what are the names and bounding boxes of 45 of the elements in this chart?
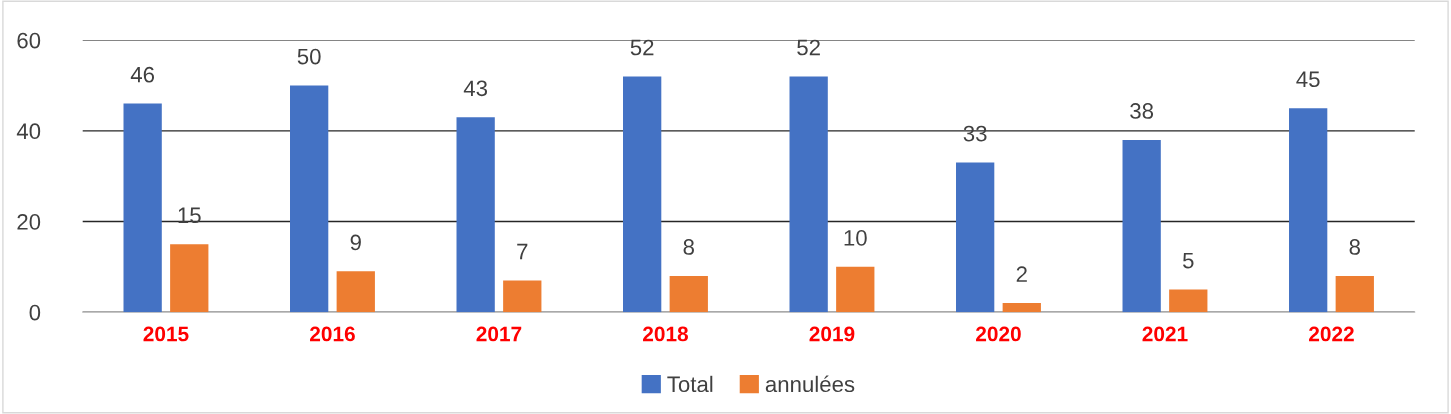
x-tick-label: 2019 bbox=[809, 326, 855, 342]
data-label: 7 bbox=[517, 243, 528, 260]
bar bbox=[836, 266, 875, 313]
x-tick-label: 2015 bbox=[143, 326, 189, 342]
legend-label: annulées bbox=[765, 375, 855, 393]
bar bbox=[1169, 289, 1208, 313]
y-tick-label: 60 bbox=[17, 32, 41, 49]
bar bbox=[123, 103, 162, 313]
data-label: 38 bbox=[1130, 103, 1154, 119]
bar bbox=[503, 280, 542, 313]
bar bbox=[456, 117, 495, 313]
data-label: 8 bbox=[1349, 239, 1360, 255]
y-tick-label: 0 bbox=[29, 304, 41, 321]
data-label: 15 bbox=[178, 207, 201, 224]
data-label: 52 bbox=[630, 39, 654, 56]
bar bbox=[956, 162, 995, 313]
bar bbox=[669, 275, 708, 313]
y-tick-label: 20 bbox=[17, 214, 41, 230]
data-label: 45 bbox=[1296, 71, 1320, 88]
data-label: 46 bbox=[130, 66, 155, 83]
x-tick-label: 2018 bbox=[643, 326, 688, 342]
y-tick-label: 40 bbox=[16, 123, 41, 140]
bar bbox=[1289, 108, 1328, 313]
data-label: 50 bbox=[297, 48, 321, 65]
data-label: 10 bbox=[844, 230, 867, 246]
bar bbox=[1122, 139, 1161, 313]
data-label: 9 bbox=[350, 234, 361, 251]
bar bbox=[789, 76, 828, 313]
x-tick-label: 2020 bbox=[976, 326, 1021, 342]
data-label: 5 bbox=[1182, 252, 1194, 269]
data-label: 43 bbox=[463, 80, 488, 97]
x-tick-label: 2017 bbox=[476, 326, 522, 342]
x-tick-label: 2016 bbox=[310, 326, 355, 342]
data-label: 52 bbox=[797, 39, 820, 56]
bar bbox=[170, 244, 209, 313]
bar bbox=[1335, 275, 1374, 313]
bar bbox=[623, 76, 662, 313]
bar bbox=[1002, 303, 1041, 313]
bar bbox=[290, 85, 329, 313]
data-label: 2 bbox=[1016, 266, 1027, 282]
legend-label: Total bbox=[667, 375, 713, 393]
data-label: 8 bbox=[683, 239, 694, 255]
bar bbox=[336, 271, 375, 313]
x-tick-label: 2021 bbox=[1142, 326, 1188, 342]
x-tick-label: 2022 bbox=[1309, 326, 1354, 342]
